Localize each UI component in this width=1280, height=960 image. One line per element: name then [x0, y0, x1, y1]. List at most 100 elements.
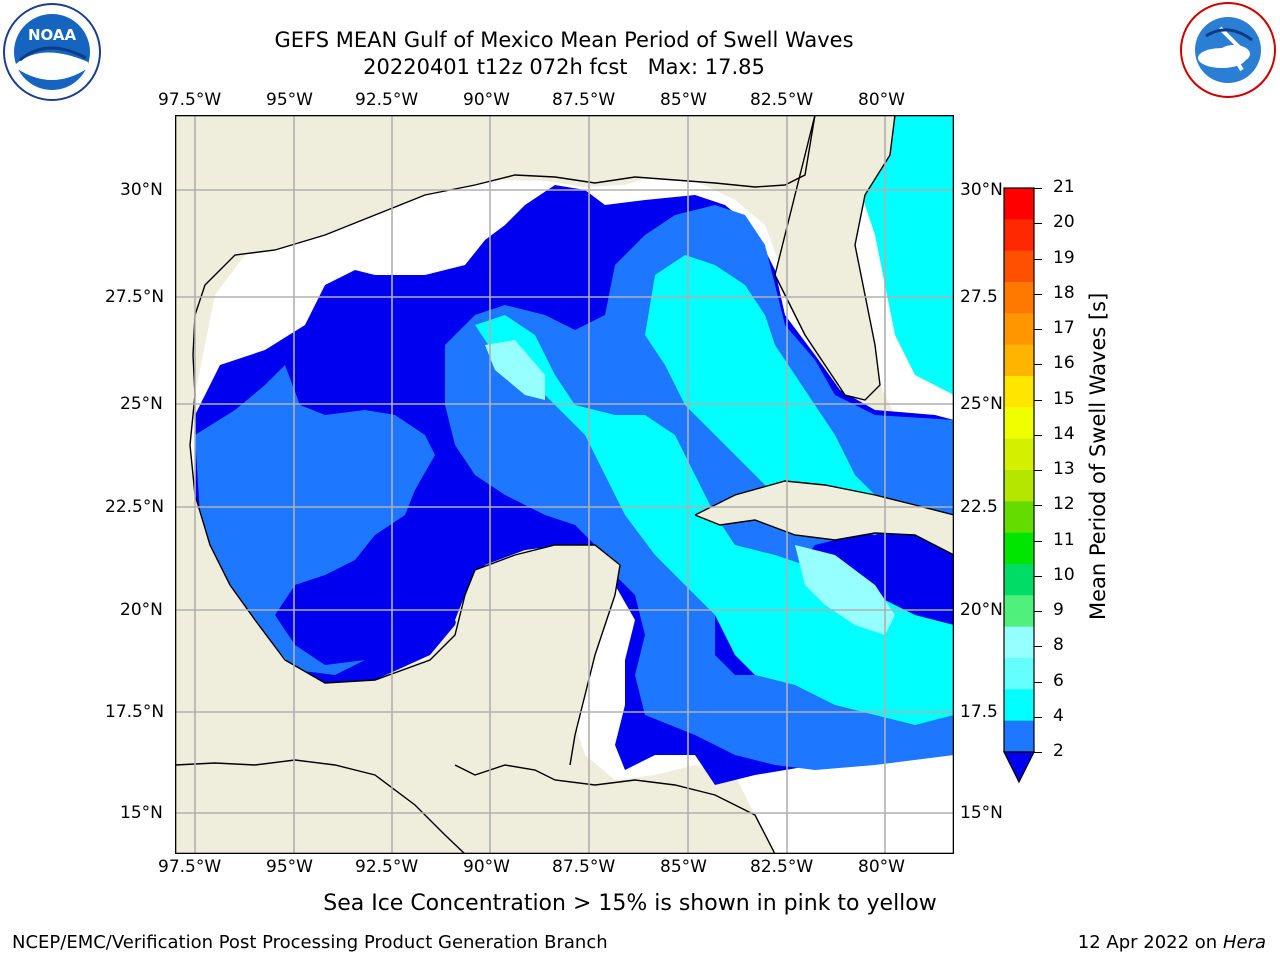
gridlines	[175, 115, 954, 854]
lat-label-left: 25°N	[120, 394, 163, 414]
colorbar-tick	[1034, 258, 1042, 260]
colorbar-tick-label: 18	[1053, 282, 1075, 303]
footer-right: 12 Apr 2022 on Hera	[1078, 932, 1266, 953]
colorbar-block	[1004, 344, 1034, 377]
caption: Sea Ice Concentration > 15% is shown in …	[323, 891, 937, 916]
map-frame	[175, 115, 954, 854]
colorbar-block	[1004, 407, 1034, 440]
colorbar-tick-label: 15	[1053, 388, 1075, 409]
colorbar-tick-label: 21	[1053, 177, 1075, 197]
colorbar-tick	[1034, 329, 1042, 330]
colorbar-block	[1004, 595, 1034, 628]
lon-label-bottom: 90°W	[463, 857, 510, 877]
lat-label-left: 15°N	[120, 803, 163, 823]
colorbar-tick	[1034, 752, 1042, 753]
colorbar-tick	[1034, 540, 1042, 542]
colorbar-block	[1004, 250, 1034, 283]
colorbar-tick-label: 10	[1053, 564, 1075, 585]
lat-label-left: 27.5°N	[105, 287, 165, 307]
lon-label-bottom: 92.5°W	[355, 857, 419, 877]
noaa-logo-text: NOAA	[28, 26, 77, 44]
colorbar-tick	[1034, 681, 1042, 683]
lon-label-top: 95°W	[266, 90, 313, 110]
colorbar-tick	[1034, 611, 1042, 612]
colorbar-tick-label: 16	[1053, 353, 1075, 374]
colorbar-tick-label: 4	[1053, 705, 1064, 726]
colorbar-tick	[1034, 470, 1042, 471]
lat-label-right: 22.5	[960, 497, 998, 517]
lon-label-top: 90°W	[463, 90, 510, 110]
colorbar-tick	[1034, 223, 1042, 225]
lat-label-right: 20°N	[960, 600, 1003, 620]
colorbar-tick	[1034, 293, 1042, 295]
lat-label-right: 25°N	[960, 394, 1003, 414]
lat-label-right: 30°N	[960, 180, 1003, 200]
colorbar-block	[1004, 219, 1034, 252]
colorbar-block	[1004, 438, 1034, 471]
colorbar-block	[1004, 532, 1034, 565]
lon-label-top: 97.5°W	[158, 90, 222, 110]
colorbar-block	[1004, 564, 1034, 596]
footer-left: NCEP/EMC/Verification Post Processing Pr…	[12, 932, 608, 953]
colorbar-tick	[1034, 399, 1042, 401]
colorbar-block	[1004, 376, 1034, 408]
coastlines	[175, 115, 954, 854]
colorbar-tick-label: 11	[1053, 529, 1075, 550]
colorbar-extend	[1003, 751, 1035, 784]
swell-8-9	[485, 340, 895, 635]
colorbar-tick	[1034, 434, 1042, 436]
colorbar-block	[1004, 689, 1034, 722]
colorbar	[1003, 187, 1035, 784]
colorbar-tick	[1034, 575, 1042, 577]
colorbar-tick	[1034, 188, 1042, 189]
lon-label-bottom: 95°W	[266, 857, 313, 877]
noaa-logo: NOAA	[3, 3, 101, 101]
lat-label-left: 17.5°N	[105, 702, 165, 722]
colorbar-title: Mean Period of Swell Waves [s]	[1086, 292, 1110, 620]
lon-label-top: 82.5°W	[750, 90, 814, 110]
lat-label-right: 17.5	[960, 702, 998, 722]
colorbar-tick-label: 8	[1053, 635, 1064, 656]
lon-label-bottom: 97.5°W	[158, 857, 222, 877]
colorbar-block	[1004, 501, 1034, 534]
lon-label-top: 87.5°W	[552, 90, 616, 110]
footer-host: Hera	[1222, 932, 1266, 953]
florida	[775, 115, 895, 400]
lat-label-right: 27.5	[960, 287, 998, 307]
colorbar-tick	[1034, 646, 1042, 648]
lat-label-left: 22.5°N	[105, 497, 165, 517]
colorbar-tick-label: 12	[1053, 494, 1075, 515]
colorbar-tick-label: 2	[1053, 741, 1064, 761]
mexico-west-coast	[175, 395, 475, 775]
lon-label-top: 85°W	[660, 90, 707, 110]
lon-label-bottom: 87.5°W	[552, 857, 616, 877]
lat-label-left: 20°N	[120, 600, 163, 620]
colorbar-block	[1004, 626, 1034, 659]
map-title: GEFS MEAN Gulf of Mexico Mean Period of …	[274, 28, 854, 52]
colorbar-tick	[1034, 716, 1042, 718]
colorbar-tick	[1034, 505, 1042, 507]
lat-label-left: 30°N	[120, 180, 163, 200]
lon-label-bottom: 80°W	[858, 857, 905, 877]
colorbar-tick-label: 19	[1053, 247, 1075, 268]
map-subtitle: 20220401 t12z 072h fcst Max: 17.85	[363, 55, 765, 79]
cuba	[695, 481, 954, 555]
footer-date: 12 Apr 2022 on	[1077, 932, 1223, 953]
lon-label-top: 92.5°W	[355, 90, 419, 110]
map-panel	[175, 115, 954, 854]
lat-label-right: 15°N	[960, 803, 1003, 823]
colorbar-tick-label: 6	[1053, 670, 1064, 691]
nws-logo	[1180, 2, 1276, 98]
central-america	[175, 760, 775, 854]
colorbar-block	[1004, 720, 1034, 753]
swell-6-8	[475, 115, 954, 725]
colorbar-block	[1004, 470, 1034, 502]
lon-label-bottom: 82.5°W	[750, 857, 814, 877]
colorbar-block	[1004, 313, 1034, 346]
colorbar-block	[1004, 188, 1034, 220]
lon-label-bottom: 85°W	[660, 857, 707, 877]
colorbar-tick-label: 13	[1053, 459, 1075, 479]
colorbar-tick-label: 20	[1053, 212, 1075, 233]
colorbar-block	[1004, 282, 1034, 314]
colorbar-block	[1004, 658, 1034, 690]
